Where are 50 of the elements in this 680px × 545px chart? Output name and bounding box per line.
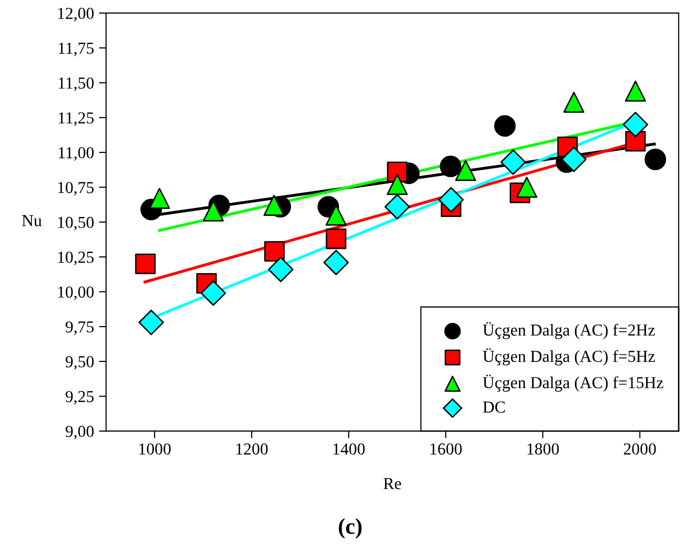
y-tick-label: 10,75 <box>58 182 94 196</box>
point <box>148 188 170 209</box>
y-tick-label: 9,50 <box>66 356 94 370</box>
point <box>384 194 410 220</box>
x-tick-label: 1800 <box>528 443 559 455</box>
y-tick-label: 11,00 <box>58 147 94 161</box>
x-tick-label: 1000 <box>139 443 171 455</box>
point <box>200 280 226 306</box>
point <box>263 194 284 216</box>
point <box>561 146 587 172</box>
point <box>326 204 347 226</box>
point <box>135 254 156 274</box>
y-tick-label: 9,25 <box>66 391 94 405</box>
point <box>622 112 648 138</box>
point <box>323 250 349 276</box>
legend-label: Üçgen Dalga (AC) f=15Hz <box>482 374 664 392</box>
point <box>440 156 462 178</box>
legend-label: DC <box>483 402 505 413</box>
y-tick-label: 10,25 <box>58 252 94 266</box>
point <box>644 148 666 170</box>
legend-label: Üçgen Dalga (AC) f=2Hz <box>482 322 655 340</box>
y-tick-label: 11,50 <box>58 77 94 92</box>
x-tick-label: 2000 <box>624 443 656 455</box>
text: (c) <box>338 518 362 538</box>
legend-label: Üçgen Dalga (AC) f=5Hz <box>482 348 655 366</box>
y-tick-label: 11,25 <box>58 112 94 126</box>
y-tick-label: 10,00 <box>58 286 94 300</box>
x-tick-label: 1600 <box>430 443 462 455</box>
point <box>516 176 538 198</box>
point <box>264 241 285 262</box>
point <box>494 115 516 137</box>
point <box>500 149 526 175</box>
x-axis-title: Re <box>384 478 402 490</box>
y-tick-label: 11,75 <box>58 42 94 56</box>
y-tick-label: 10,50 <box>58 216 94 230</box>
y-tick-label: 12,00 <box>58 8 94 22</box>
point <box>326 228 346 250</box>
point <box>386 162 408 182</box>
point <box>268 256 294 282</box>
point <box>563 92 584 113</box>
y-tick-label: 9,75 <box>66 321 94 335</box>
y-axis-title: Nu <box>22 215 42 226</box>
x-tick-label: 1200 <box>236 443 268 455</box>
point <box>438 187 464 213</box>
point <box>455 160 476 182</box>
point <box>386 174 408 195</box>
y-tick-label: 9,00 <box>66 426 94 440</box>
point <box>624 80 646 102</box>
x-tick-label: 1400 <box>333 443 365 455</box>
point <box>138 310 164 336</box>
